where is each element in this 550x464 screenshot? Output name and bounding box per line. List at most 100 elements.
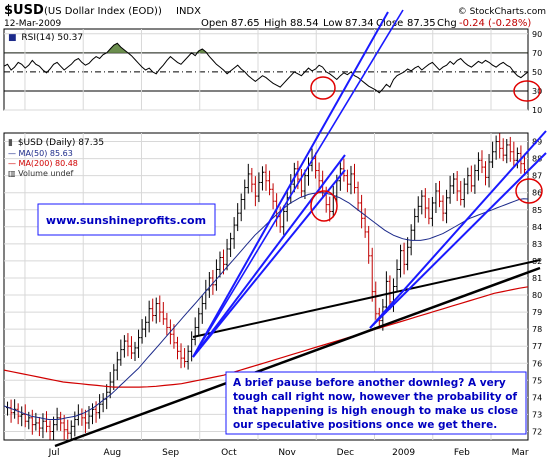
price-bar bbox=[211, 269, 215, 295]
price-bar bbox=[437, 180, 442, 208]
comment-line-4: our speculative positions once we get th… bbox=[233, 419, 497, 431]
price-bar bbox=[413, 208, 417, 241]
price-tick-label: 80 bbox=[532, 291, 542, 300]
website-link[interactable]: www.sunshineprofits.com bbox=[46, 214, 206, 227]
price-bar bbox=[452, 173, 456, 194]
price-bar bbox=[498, 133, 502, 159]
price-tick-label: 72 bbox=[532, 427, 542, 436]
price-bar bbox=[133, 341, 137, 362]
price-bar bbox=[441, 195, 445, 222]
price-x-axis: Jul Aug Sep Oct Nov Dec 2009 Feb Mar bbox=[48, 448, 529, 458]
price-bar bbox=[250, 167, 254, 193]
legend-ma50: — MA(50) 85.63 bbox=[8, 149, 73, 158]
ma200-line bbox=[4, 286, 528, 388]
price-tick-label: 85 bbox=[532, 206, 542, 215]
price-bar bbox=[420, 190, 424, 215]
price-bar bbox=[90, 403, 95, 425]
price-bar bbox=[119, 339, 123, 366]
legend-ma50-marker: — bbox=[8, 149, 16, 158]
rsi-line bbox=[4, 42, 528, 94]
price-tick-label: 81 bbox=[532, 274, 542, 283]
price-tick-label: 73 bbox=[532, 410, 542, 419]
price-bar bbox=[367, 225, 371, 264]
close-value: 87.35 bbox=[407, 18, 436, 29]
price-bar bbox=[398, 244, 403, 278]
price-bar bbox=[444, 189, 449, 224]
x-tick-label: Nov bbox=[278, 448, 296, 458]
price-bar bbox=[228, 232, 233, 257]
rsi-tick-label: 50 bbox=[532, 68, 542, 77]
price-bar bbox=[158, 295, 162, 323]
price-legend: ▮ $USD (Daily) 87.35 — MA(50) 85.63 — MA… bbox=[8, 138, 104, 178]
price-bar bbox=[466, 167, 470, 195]
rsi-tick-label: 10 bbox=[532, 106, 542, 115]
price-bar bbox=[522, 153, 527, 176]
price-bar bbox=[328, 196, 332, 222]
price-tick-label: 84 bbox=[532, 223, 542, 232]
website-box: www.sunshineprofits.com bbox=[37, 203, 216, 236]
price-bar bbox=[41, 413, 45, 439]
price-bar bbox=[59, 411, 63, 431]
price-bar bbox=[23, 404, 27, 428]
price-bar bbox=[20, 406, 24, 427]
low-label: Low bbox=[323, 18, 343, 29]
price-bar bbox=[73, 411, 77, 437]
x-tick-label: Sep bbox=[162, 448, 179, 458]
price-bar bbox=[51, 416, 56, 440]
price-tick-label: 78 bbox=[532, 325, 542, 334]
price-bar bbox=[34, 412, 38, 431]
price-bar bbox=[253, 176, 257, 207]
website-box-frame bbox=[37, 203, 216, 236]
price-bar bbox=[232, 217, 236, 249]
chg-label: Chg bbox=[437, 18, 457, 29]
price-bar bbox=[115, 351, 119, 381]
comment-box: A brief pause before another downleg? A … bbox=[225, 371, 527, 435]
price-bar bbox=[508, 136, 512, 162]
x-tick-label: Oct bbox=[221, 448, 237, 458]
x-tick-label: Dec bbox=[337, 448, 354, 458]
price-bar bbox=[16, 403, 20, 425]
price-bar bbox=[462, 178, 466, 208]
price-bar bbox=[27, 411, 31, 430]
price-bar bbox=[352, 163, 357, 194]
circle-rsi-nov bbox=[310, 76, 336, 100]
price-tick-label: 79 bbox=[532, 308, 542, 317]
price-bar bbox=[267, 170, 272, 196]
price-bar bbox=[190, 331, 194, 362]
trendlines bbox=[54, 9, 547, 448]
price-bar bbox=[416, 196, 420, 223]
price-bar bbox=[501, 138, 505, 162]
price-bar bbox=[69, 420, 73, 440]
high-label: High bbox=[264, 18, 287, 29]
price-bar bbox=[200, 295, 204, 324]
chg-value: -0.24 (-0.28%) bbox=[459, 18, 531, 29]
legend-price-marker: ▮ bbox=[8, 138, 13, 148]
price-bar bbox=[193, 317, 197, 346]
price-bar bbox=[317, 162, 321, 191]
price-bars bbox=[5, 133, 527, 440]
price-tick-label: 87 bbox=[532, 172, 542, 181]
x-tick-label: Feb bbox=[454, 448, 470, 458]
legend-ma200-text: MA(200) 80.48 bbox=[19, 159, 78, 168]
price-bar bbox=[48, 420, 52, 440]
x-tick-label: Jul bbox=[48, 448, 60, 458]
price-bar bbox=[505, 138, 509, 164]
rsi-tick-label: 90 bbox=[532, 30, 542, 39]
black-trendline-upper bbox=[192, 259, 541, 338]
price-bar bbox=[494, 135, 498, 160]
price-tick-label: 83 bbox=[532, 240, 542, 249]
brand-watermark: © StockCharts.com bbox=[458, 7, 546, 17]
blue-trendline-recent-1 bbox=[369, 130, 547, 329]
price-bar bbox=[186, 345, 190, 370]
legend-volume-marker: ▥ bbox=[8, 169, 16, 178]
close-label: Close bbox=[376, 18, 403, 29]
price-bar bbox=[359, 194, 364, 229]
rsi-legend-marker: ■ bbox=[8, 33, 17, 43]
price-bar bbox=[406, 237, 410, 271]
price-bar bbox=[257, 172, 261, 203]
price-bar bbox=[207, 272, 211, 298]
circle-rsi-mar bbox=[513, 80, 541, 102]
price-bar bbox=[345, 169, 350, 193]
price-bar bbox=[512, 141, 516, 167]
